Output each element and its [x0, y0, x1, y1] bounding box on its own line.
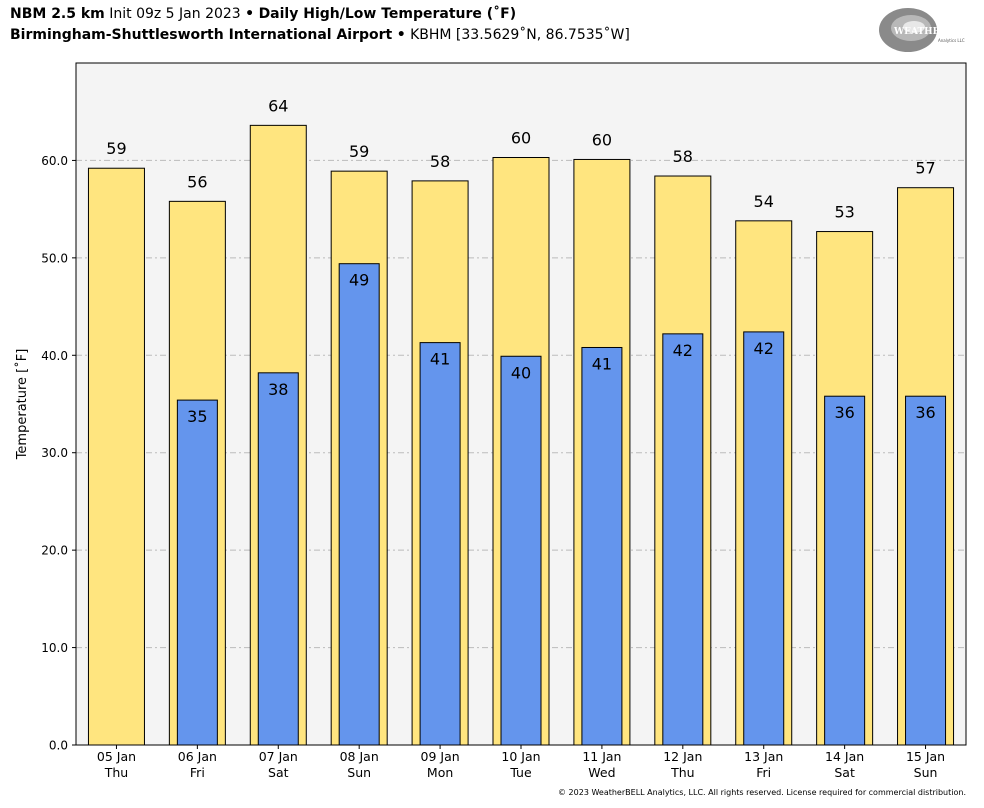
x-tick-date: 15 Jan: [906, 749, 945, 764]
x-tick-date: 11 Jan: [582, 749, 621, 764]
low-temp-label: 40: [511, 363, 531, 382]
low-temp-bar: [905, 395, 947, 746]
high-temp-label: 58: [673, 147, 693, 166]
x-tick-date: 13 Jan: [744, 749, 783, 764]
low-temp-bar: [743, 331, 785, 746]
y-tick-label: 30.0: [41, 446, 68, 460]
y-tick-label: 20.0: [41, 544, 68, 558]
model-name: NBM 2.5 km: [10, 6, 105, 22]
low-temp-label: 36: [915, 403, 935, 422]
low-temp-label: 41: [592, 354, 612, 373]
y-tick-label: 40.0: [41, 349, 68, 363]
chart-title-line-1: NBM 2.5 km Init 09z 5 Jan 2023 • Daily H…: [10, 6, 516, 22]
x-tick-date: 06 Jan: [178, 749, 217, 764]
x-tick-date: 12 Jan: [663, 749, 702, 764]
x-tick-day: Tue: [509, 765, 532, 780]
low-temp-label: 42: [673, 341, 693, 360]
weatherbell-logo: WEATHERBELL Analytics LLC: [879, 8, 970, 52]
high-temp-label: 60: [592, 130, 612, 149]
high-temp-label: 56: [187, 172, 207, 191]
low-temp-bar: [581, 346, 623, 746]
x-tick-day: Mon: [427, 765, 453, 780]
x-tick-date: 14 Jan: [825, 749, 864, 764]
product-name: Daily High/Low Temperature (˚F): [258, 6, 517, 22]
init-time: Init 09z 5 Jan 2023: [109, 6, 241, 22]
data-labels: 59 56 35 64 38 59 49 58 41 60 40 60 41 58 42 54 42 53 36 57…: [106, 96, 935, 426]
chart-title-line-2: Birmingham-Shuttlesworth International A…: [10, 27, 630, 43]
x-tick-day: Thu: [104, 765, 128, 780]
low-temp-bar: [176, 399, 218, 746]
x-tick-day: Sun: [914, 765, 938, 780]
x-tick-day: Wed: [588, 765, 615, 780]
x-tick-date: 05 Jan: [97, 749, 136, 764]
low-temp-label: 41: [430, 350, 450, 369]
low-temp-bar: [662, 333, 704, 746]
low-temp-label: 35: [187, 407, 207, 426]
high-temp-label: 57: [915, 159, 935, 178]
low-temp-bar: [419, 342, 461, 746]
x-tick-date: 08 Jan: [340, 749, 379, 764]
high-temp-label: 54: [754, 192, 774, 211]
low-temp-label: 42: [754, 339, 774, 358]
low-temp-bar: [257, 372, 299, 746]
bars: [87, 124, 955, 746]
low-temp-label: 49: [349, 271, 369, 290]
x-tick-day: Thu: [670, 765, 694, 780]
x-tick-date: 09 Jan: [421, 749, 460, 764]
x-tick-day: Sat: [268, 765, 289, 780]
x-tick-day: Fri: [756, 765, 771, 780]
logo-text: WEATHERBELL: [893, 27, 970, 37]
y-tick-label: 50.0: [41, 251, 68, 265]
low-temp-bar: [500, 355, 542, 746]
high-temp-label: 59: [106, 139, 126, 158]
low-temp-label: 38: [268, 380, 288, 399]
x-tick-day: Sat: [834, 765, 855, 780]
title-bullet: •: [245, 6, 255, 22]
x-tick-day: Fri: [190, 765, 205, 780]
high-temp-label: 60: [511, 129, 531, 148]
y-tick-label: 10.0: [41, 641, 68, 655]
high-temp-label: 58: [430, 152, 450, 171]
low-temp-bar: [338, 263, 380, 746]
station-name: Birmingham-Shuttlesworth International A…: [10, 27, 393, 43]
high-temp-label: 53: [834, 203, 854, 222]
copyright-footer: © 2023 WeatherBELL Analytics, LLC. All r…: [558, 788, 966, 797]
y-axis-label: Temperature [˚F]: [14, 349, 30, 461]
low-temp-bar: [824, 395, 866, 746]
high-temp-label: 59: [349, 142, 369, 161]
low-temp-label: 36: [834, 403, 854, 422]
high-temp-label: 64: [268, 96, 288, 115]
logo-subtext: Analytics LLC: [938, 38, 965, 43]
x-tick-date: 10 Jan: [501, 749, 540, 764]
station-code: KBHM [33.5629˚N, 86.7535˚W]: [410, 27, 630, 43]
x-tick-date: 07 Jan: [259, 749, 298, 764]
high-temp-bar: [87, 167, 145, 746]
station-bullet: •: [396, 27, 406, 43]
x-tick-day: Sun: [347, 765, 371, 780]
y-tick-label: 60.0: [41, 154, 68, 168]
y-tick-label: 0.0: [49, 739, 68, 753]
logo-swirl-inner: [903, 21, 925, 33]
